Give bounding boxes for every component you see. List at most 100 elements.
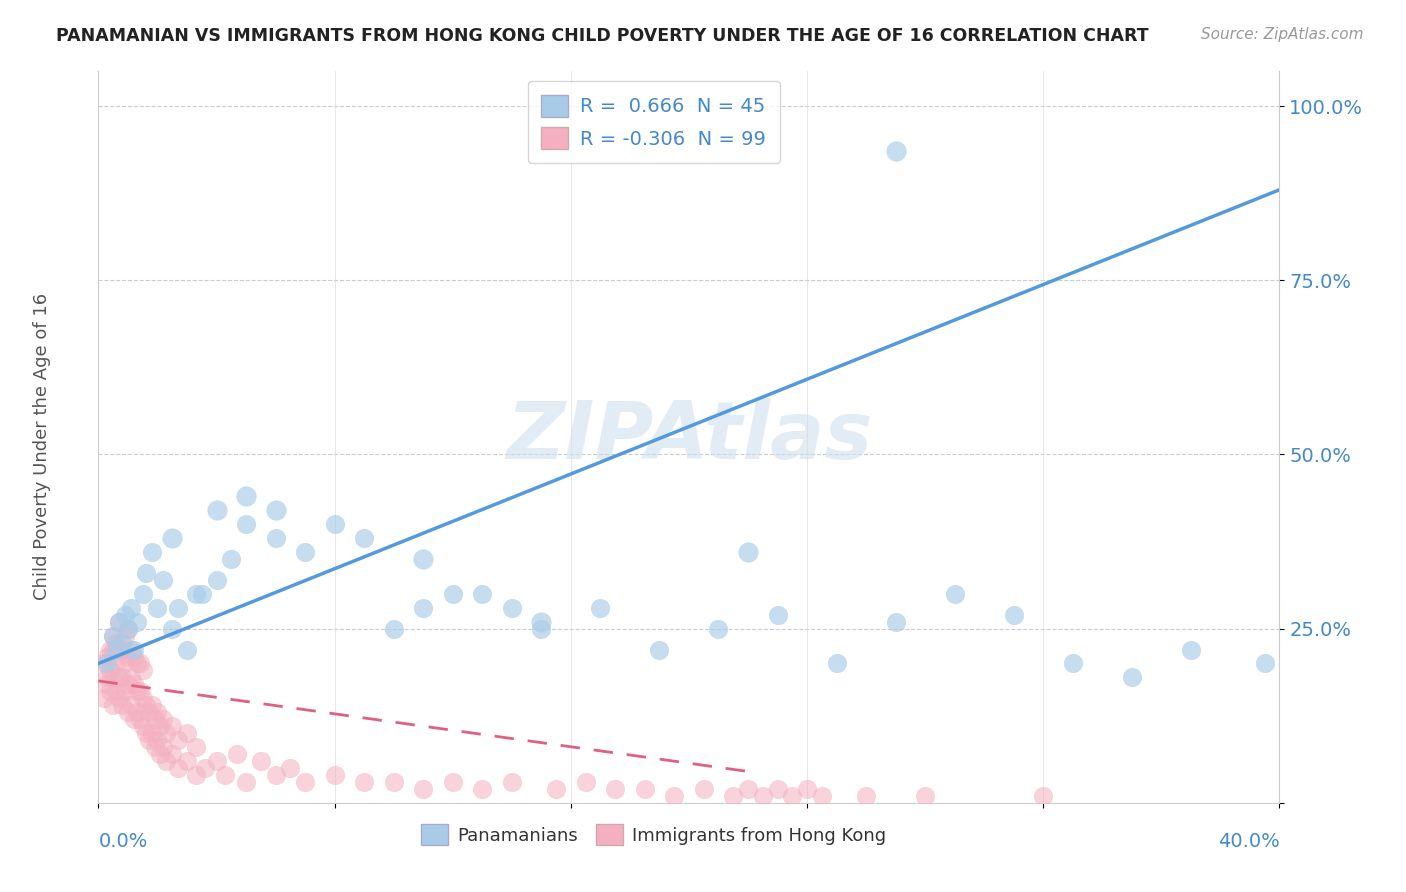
Point	[128, 712, 150, 726]
Point	[108, 642, 131, 657]
Point	[114, 607, 136, 622]
Point	[114, 657, 136, 671]
Point	[132, 664, 155, 678]
Point	[810, 789, 832, 803]
Point	[530, 622, 553, 636]
Point	[108, 691, 131, 706]
Point	[149, 747, 172, 761]
Point	[235, 489, 257, 503]
Point	[1002, 607, 1025, 622]
Point	[135, 698, 157, 713]
Point	[634, 781, 657, 796]
Point	[111, 698, 134, 713]
Point	[471, 587, 494, 601]
Point	[693, 781, 716, 796]
Point	[96, 657, 118, 671]
Point	[149, 719, 172, 733]
Point	[146, 600, 169, 615]
Point	[138, 733, 160, 747]
Point	[176, 726, 198, 740]
Point	[105, 642, 128, 657]
Point	[117, 649, 139, 664]
Point	[176, 754, 198, 768]
Point	[117, 622, 139, 636]
Point	[1254, 657, 1277, 671]
Point	[323, 517, 346, 532]
Point	[382, 775, 405, 789]
Point	[184, 740, 207, 755]
Point	[353, 531, 375, 545]
Point	[280, 761, 302, 775]
Point	[226, 747, 249, 761]
Point	[141, 726, 163, 740]
Point	[98, 684, 121, 698]
Point	[176, 642, 198, 657]
Point	[441, 775, 464, 789]
Point	[143, 740, 166, 755]
Point	[146, 733, 169, 747]
Point	[723, 789, 745, 803]
Point	[114, 684, 136, 698]
Point	[1032, 789, 1054, 803]
Point	[103, 642, 125, 657]
Point	[138, 705, 160, 719]
Point	[162, 747, 183, 761]
Point	[205, 573, 228, 587]
Text: PANAMANIAN VS IMMIGRANTS FROM HONG KONG CHILD POVERTY UNDER THE AGE OF 16 CORREL: PANAMANIAN VS IMMIGRANTS FROM HONG KONG …	[56, 27, 1149, 45]
Point	[167, 761, 190, 775]
Point	[648, 642, 671, 657]
Point	[111, 635, 134, 649]
Point	[105, 657, 128, 671]
Point	[125, 657, 148, 671]
Point	[412, 552, 434, 566]
Point	[155, 754, 177, 768]
Point	[752, 789, 775, 803]
Point	[546, 781, 568, 796]
Point	[382, 622, 405, 636]
Point	[412, 781, 434, 796]
Point	[155, 726, 177, 740]
Point	[120, 698, 142, 713]
Point	[471, 781, 494, 796]
Point	[235, 517, 257, 532]
Point	[135, 566, 157, 580]
Text: Child Poverty Under the Age of 16: Child Poverty Under the Age of 16	[34, 293, 51, 599]
Point	[205, 503, 228, 517]
Point	[146, 705, 169, 719]
Point	[205, 754, 228, 768]
Point	[132, 587, 155, 601]
Text: ZIPAtlas: ZIPAtlas	[506, 398, 872, 476]
Point	[125, 615, 148, 629]
Point	[191, 587, 214, 601]
Point	[294, 775, 316, 789]
Point	[93, 657, 115, 671]
Point	[111, 642, 134, 657]
Point	[143, 712, 166, 726]
Point	[501, 775, 523, 789]
Point	[766, 607, 789, 622]
Point	[122, 642, 145, 657]
Point	[120, 670, 142, 684]
Point	[884, 615, 907, 629]
Point	[117, 705, 139, 719]
Point	[96, 670, 118, 684]
Point	[93, 691, 115, 706]
Point	[125, 705, 148, 719]
Point	[884, 145, 907, 159]
Point	[264, 768, 287, 782]
Point	[114, 629, 136, 643]
Point	[152, 573, 174, 587]
Point	[605, 781, 627, 796]
Point	[117, 622, 139, 636]
Point	[122, 649, 145, 664]
Point	[105, 684, 128, 698]
Point	[1062, 657, 1084, 671]
Point	[128, 684, 150, 698]
Point	[103, 629, 125, 643]
Point	[796, 781, 818, 796]
Point	[103, 698, 125, 713]
Point	[162, 719, 183, 733]
Point	[108, 670, 131, 684]
Point	[264, 531, 287, 545]
Point	[120, 600, 142, 615]
